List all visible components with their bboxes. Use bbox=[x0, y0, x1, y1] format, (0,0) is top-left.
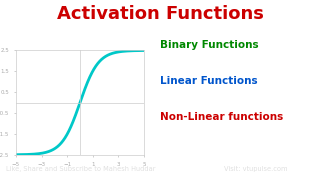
Text: Like, Share and Subscribe to Mahesh Huddar: Like, Share and Subscribe to Mahesh Hudd… bbox=[6, 166, 156, 172]
Text: Binary Functions: Binary Functions bbox=[160, 40, 259, 50]
Text: Activation Functions: Activation Functions bbox=[57, 5, 263, 23]
Text: Visit: vtupulse.com: Visit: vtupulse.com bbox=[224, 166, 287, 172]
Text: Linear Functions: Linear Functions bbox=[160, 76, 258, 86]
Text: Non-Linear functions: Non-Linear functions bbox=[160, 112, 283, 122]
